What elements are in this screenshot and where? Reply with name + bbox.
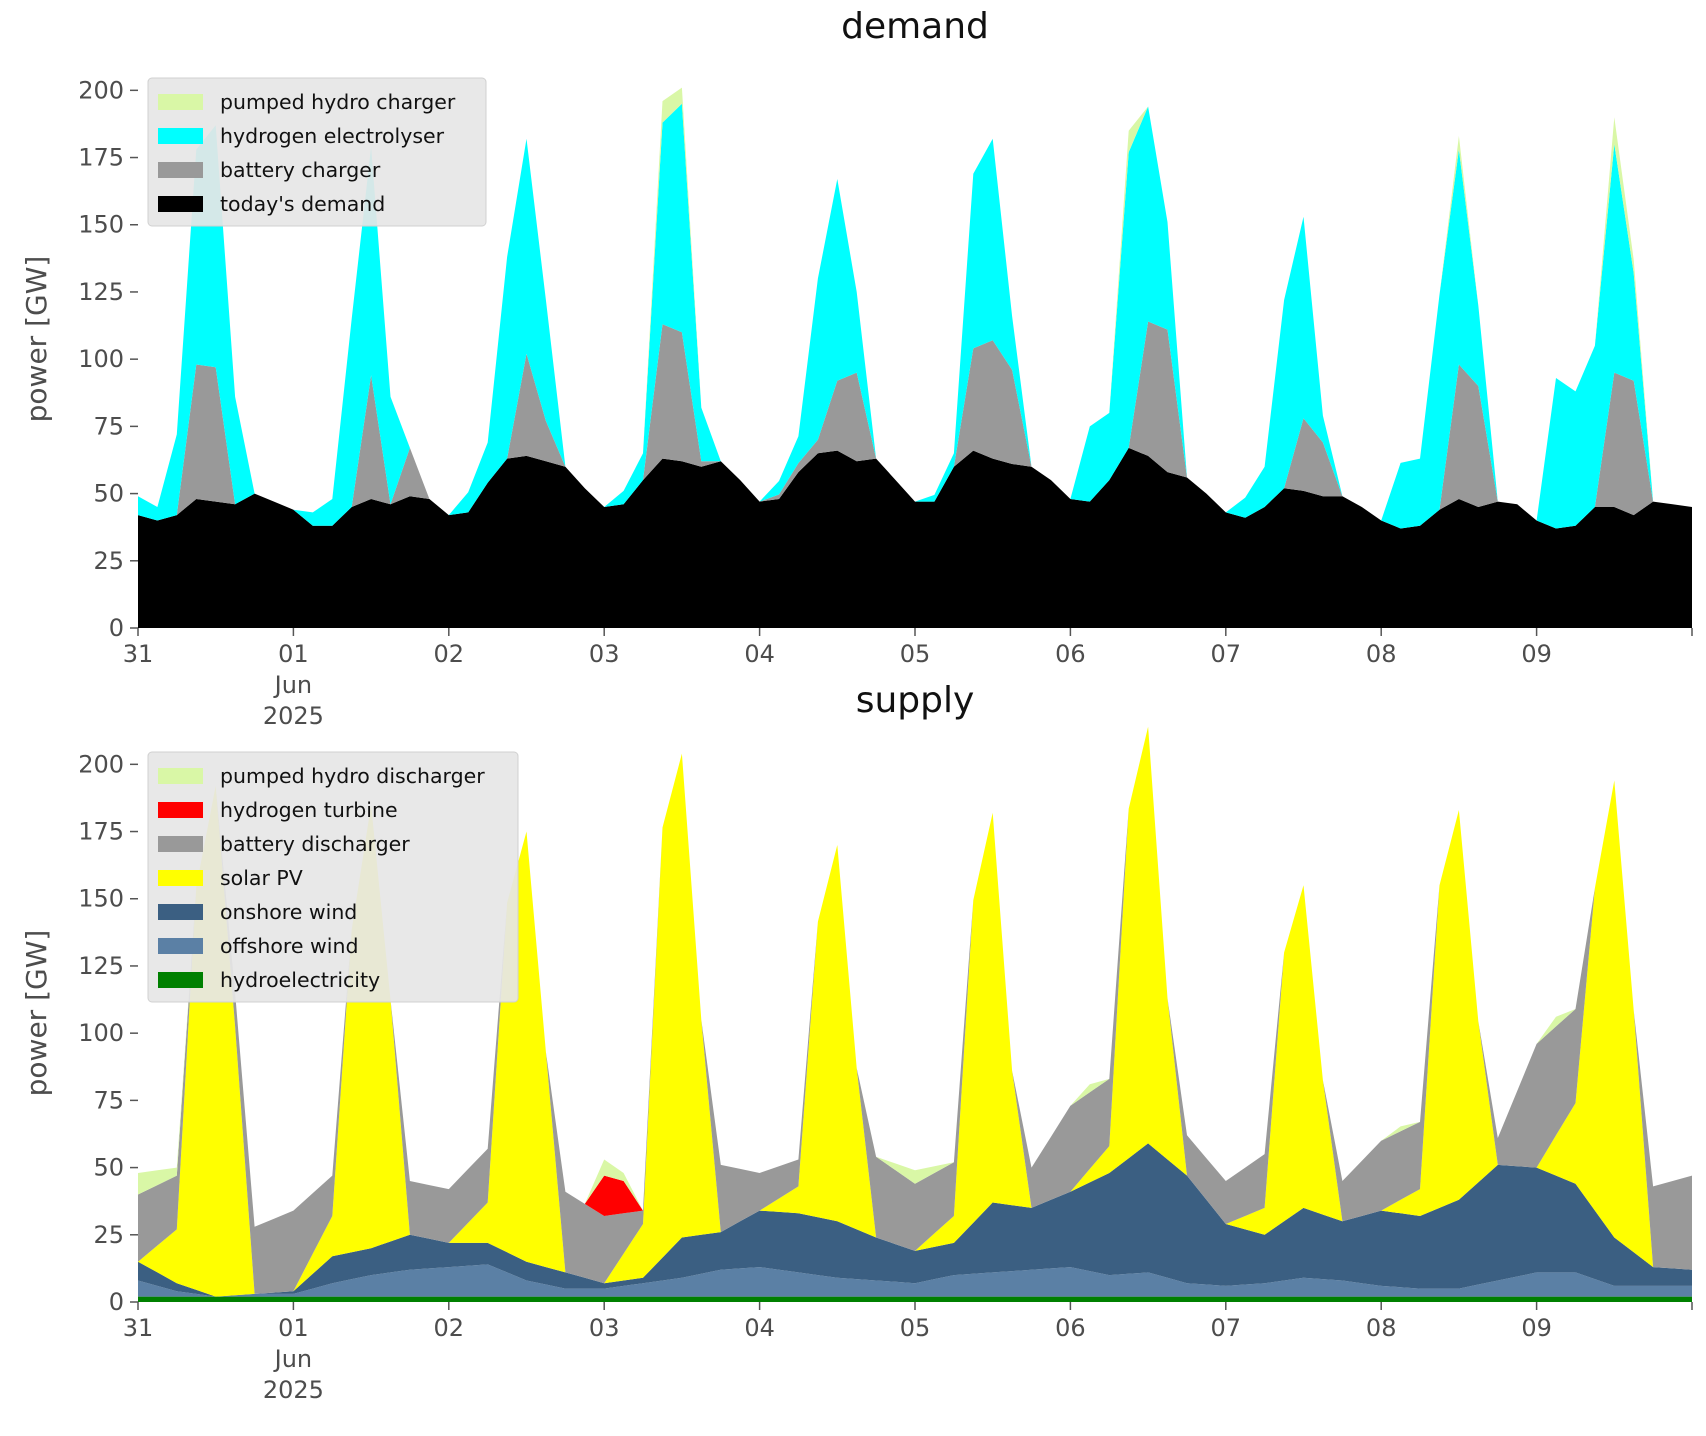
area-battery-discharger: [138, 726, 1692, 1294]
y-axis-label: power [GW]: [20, 256, 53, 423]
y-tick-label: 25: [93, 547, 124, 575]
x-tick-label: 03: [589, 1314, 620, 1342]
legend-swatch: [158, 128, 203, 144]
x-tick-label: 06: [1055, 640, 1086, 668]
x-tick-label: 08: [1366, 1314, 1397, 1342]
y-tick-label: 100: [78, 1019, 124, 1047]
chart-title: supply: [856, 680, 975, 721]
legend-swatch: [158, 162, 203, 178]
legend-label: today's demand: [220, 192, 385, 216]
x-tick-label: 07: [1211, 1314, 1242, 1342]
x-tick-label: 06: [1055, 1314, 1086, 1342]
y-tick-label: 150: [78, 885, 124, 913]
legend-swatch: [158, 904, 203, 920]
x-tick-label: 08: [1366, 640, 1397, 668]
y-tick-label: 100: [78, 345, 124, 373]
legend: pumped hydro discharger hydrogen turbine b…: [147, 751, 519, 1003]
x-tick-label: 2025: [263, 1376, 324, 1404]
area-hydrogen-electrolyser: [138, 103, 1692, 529]
legend-label: solar PV: [220, 866, 303, 890]
legend-swatch: [158, 196, 203, 212]
x-tick-label: 02: [434, 1314, 465, 1342]
panel-supply: supply power [GW] 0 25 50 75 100 125 150 175 200 31…: [20, 680, 1693, 1404]
x-tick-label: 01: [278, 640, 309, 668]
legend-label: offshore wind: [220, 934, 358, 958]
x-tick-label: 04: [744, 1314, 775, 1342]
legend-swatch: [158, 938, 203, 954]
legend-label: hydroelectricity: [220, 968, 380, 992]
legend: pumped hydro charger hydrogen electrolyse…: [147, 77, 487, 227]
x-tick-label: 04: [744, 640, 775, 668]
y-tick-label: 50: [93, 1154, 124, 1182]
y-tick-label: 75: [93, 1086, 124, 1114]
legend-swatch: [158, 94, 203, 110]
legend-swatch: [158, 836, 203, 852]
legend-label: pumped hydro discharger: [220, 764, 485, 788]
y-tick-label: 50: [93, 480, 124, 508]
x-tick-label: 02: [434, 640, 465, 668]
legend-box: [147, 751, 519, 1003]
area-battery-charger: [138, 321, 1692, 529]
x-tick-label: 09: [1521, 1314, 1552, 1342]
legend-label: hydrogen electrolyser: [220, 124, 445, 148]
x-tick-label: 07: [1211, 640, 1242, 668]
y-tick-label: 75: [93, 412, 124, 440]
area-offshore-wind: [138, 1264, 1692, 1297]
x-tick-label: Jun: [273, 1345, 313, 1373]
x-tick-label: 05: [900, 640, 931, 668]
area-onshore-wind: [138, 1143, 1692, 1297]
y-tick-label: 200: [78, 76, 124, 104]
legend-swatch: [158, 768, 203, 784]
y-tick-label: 200: [78, 750, 124, 778]
y-tick-label: 125: [78, 952, 124, 980]
legend-swatch: [158, 972, 203, 988]
area-hydroelectricity: [138, 1296, 1692, 1302]
area-today-s-demand: [138, 447, 1692, 628]
x-tick-label: Jun: [273, 671, 313, 699]
x-tick-label: 31: [123, 1314, 154, 1342]
x-tick-label: 09: [1521, 640, 1552, 668]
panel-demand: demand power [GW] 0 25 50 75 100 125 150 175 200 31…: [20, 6, 1693, 730]
y-tick-label: 0: [109, 1288, 124, 1316]
y-tick-label: 0: [109, 614, 124, 642]
legend-label: battery charger: [220, 158, 381, 182]
x-tick-label: 01: [278, 1314, 309, 1342]
x-tick-label: 2025: [263, 702, 324, 730]
legend-swatch: [158, 802, 203, 818]
x-tick-label: 03: [589, 640, 620, 668]
legend-label: onshore wind: [220, 900, 357, 924]
area-solar-pv: [138, 726, 1692, 1297]
y-tick-label: 175: [78, 144, 124, 172]
y-tick-label: 150: [78, 211, 124, 239]
y-tick-label: 175: [78, 818, 124, 846]
chart-title: demand: [841, 6, 989, 47]
legend-box: [147, 77, 487, 227]
y-axis-label: power [GW]: [20, 930, 53, 1097]
legend-label: hydrogen turbine: [220, 798, 398, 822]
x-tick-label: 31: [123, 640, 154, 668]
legend-swatch: [158, 870, 203, 886]
y-tick-label: 25: [93, 1221, 124, 1249]
legend-label: battery discharger: [220, 832, 410, 856]
y-tick-label: 125: [78, 278, 124, 306]
legend-label: pumped hydro charger: [220, 90, 456, 114]
x-tick-label: 05: [900, 1314, 931, 1342]
